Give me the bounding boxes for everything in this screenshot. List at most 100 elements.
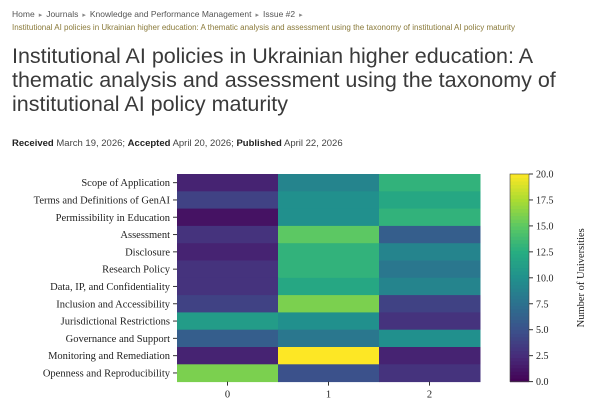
colorbar-segment [510, 353, 529, 358]
heatmap-cell [177, 347, 279, 365]
heatmap-cell [278, 277, 380, 296]
published-date: April 22, 2026 [284, 138, 343, 149]
colorbar-segment [510, 194, 529, 199]
column-label: 1 [326, 390, 331, 400]
breadcrumb-journals-link[interactable]: Journals [46, 9, 79, 19]
colorbar-segment [510, 243, 529, 248]
colorbar-segment [510, 201, 529, 206]
colorbar-segment [510, 177, 529, 182]
received-label: Received [12, 138, 54, 149]
heatmap-cell [177, 208, 279, 227]
colorbar-tick-label: 0.0 [536, 377, 549, 388]
colorbar-segment [510, 326, 529, 331]
heatmap-cell [379, 347, 481, 365]
colorbar-tick-label: 12.5 [536, 247, 554, 258]
column-label: 2 [427, 390, 432, 400]
colorbar-segment [510, 260, 529, 265]
heatmap-cell [379, 191, 481, 210]
heatmap-cell [379, 295, 481, 313]
colorbar-segment [510, 284, 529, 289]
colorbar-segment [510, 291, 529, 296]
accepted-label: Accepted [127, 138, 171, 149]
heatmap-cell [379, 208, 481, 227]
heatmap-cell [379, 277, 481, 296]
colorbar-segment [510, 319, 529, 324]
row-label: Research Policy [102, 265, 171, 276]
colorbar-segment [510, 350, 529, 355]
colorbar-segment [510, 281, 529, 286]
column-label: 0 [225, 390, 230, 400]
heatmap-cell [278, 312, 380, 331]
colorbar-segment [510, 374, 529, 379]
colorbar-segment [510, 212, 529, 217]
heatmap-cell [177, 329, 279, 348]
colorbar-tick-label: 5.0 [536, 325, 549, 336]
colorbar-segment [510, 367, 529, 372]
row-label: Terms and Definitions of GenAI [34, 195, 171, 206]
heatmap-cell [177, 225, 279, 244]
colorbar-tick-label: 10.0 [536, 273, 554, 284]
colorbar-segment [510, 295, 529, 300]
breadcrumb-home-link[interactable]: Home [12, 9, 35, 19]
heatmap-cell [177, 243, 279, 261]
heatmap-cell [379, 364, 481, 383]
colorbar-segment [510, 215, 529, 220]
row-label: Inclusion and Accessibility [56, 299, 170, 310]
breadcrumb-journal-link[interactable]: Knowledge and Performance Management [89, 9, 252, 19]
accepted-date: April 20, 2026; [172, 138, 234, 149]
colorbar-segment [510, 312, 529, 317]
heatmap-cell [177, 260, 279, 279]
heatmap-cell [278, 347, 380, 365]
colorbar-segment [510, 236, 529, 241]
published-label: Published [236, 138, 282, 149]
heatmap-cell [379, 260, 481, 279]
row-label: Permissibility in Education [56, 213, 171, 224]
row-label: Scope of Application [81, 178, 170, 189]
row-label: Governance and Support [66, 334, 170, 345]
colorbar-segment [510, 250, 529, 255]
heatmap-cell [177, 312, 279, 331]
colorbar-segment [510, 232, 529, 237]
colorbar-segment [510, 360, 529, 365]
colorbar-segment [510, 174, 529, 179]
colorbar-segment [510, 239, 529, 244]
heatmap-cell [278, 295, 380, 313]
heatmap-cell [379, 174, 481, 192]
breadcrumb-issue-link[interactable]: Issue #2 [262, 9, 296, 19]
heatmap-cell [278, 174, 380, 192]
heatmap-cell [278, 191, 380, 210]
colorbar-segment [510, 187, 529, 192]
colorbar-tick-label: 17.5 [536, 195, 554, 206]
chevron-right-icon: ▸ [38, 12, 43, 19]
colorbar-segment [510, 347, 529, 352]
colorbar-segment [510, 205, 529, 210]
heatmap-cell [177, 364, 279, 383]
breadcrumb: Home ▸ Journals ▸ Knowledge and Performance … [12, 9, 307, 19]
colorbar-segment [510, 322, 529, 327]
colorbar-segment [510, 305, 529, 310]
colorbar-segment [510, 257, 529, 262]
colorbar-tick-label: 15.0 [536, 221, 554, 232]
colorbar-segment [510, 222, 529, 227]
colorbar-segment [510, 371, 529, 376]
row-label: Openness and Reproducibility [43, 368, 171, 379]
colorbar-segment [510, 198, 529, 203]
colorbar-label: Number of Universities [576, 228, 587, 327]
colorbar-segment [510, 225, 529, 230]
colorbar-segment [510, 343, 529, 348]
colorbar-tick-label: 7.5 [536, 299, 549, 310]
colorbar-segment [510, 336, 529, 341]
colorbar-tick-label: 20.0 [536, 170, 554, 181]
row-label: Assessment [120, 230, 170, 241]
chevron-right-icon: ▸ [255, 12, 259, 19]
colorbar-segment [510, 191, 529, 196]
heatmap-cell [177, 191, 279, 210]
colorbar-segment [510, 208, 529, 213]
heatmap-cell [379, 329, 481, 348]
colorbar-segment [510, 263, 529, 269]
colorbar-segment [510, 270, 529, 275]
colorbar-segment [510, 329, 529, 334]
colorbar-segment [510, 267, 529, 272]
colorbar-segment [510, 333, 529, 338]
heatmap-cell [177, 295, 279, 313]
